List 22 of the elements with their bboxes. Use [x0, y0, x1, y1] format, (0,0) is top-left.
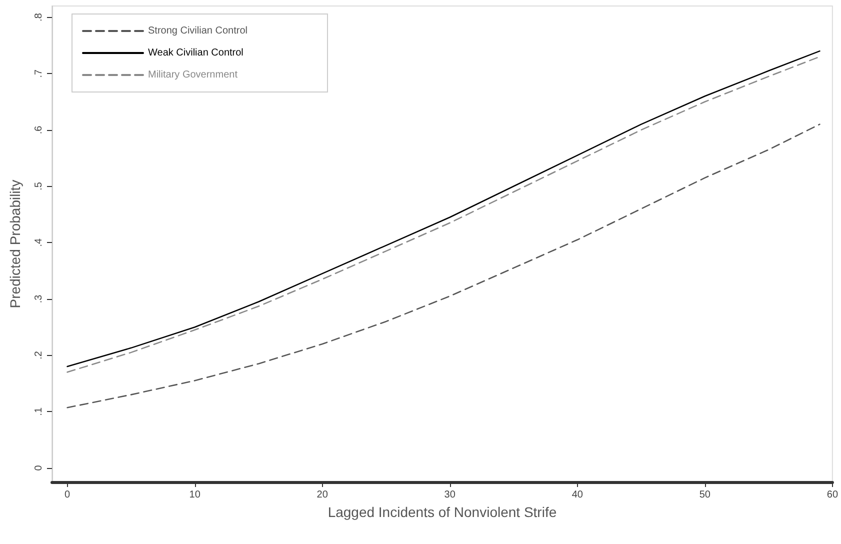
- y-tick-label: .7: [34, 68, 44, 78]
- x-axis-title: Lagged Incidents of Nonviolent Strife: [328, 504, 557, 520]
- y-tick-label: 0: [34, 464, 44, 471]
- x-tick-label: 10: [189, 490, 201, 500]
- y-tick-label: .8: [34, 12, 44, 22]
- y-axis-title: Predicted Probability: [7, 180, 23, 308]
- x-tick-label: 40: [572, 490, 584, 500]
- x-tick-label: 30: [444, 490, 456, 500]
- x-tick-label: 0: [64, 490, 71, 500]
- text: Weak Civilian Control: [148, 48, 244, 58]
- y-tick-label: .5: [34, 182, 44, 190]
- x-tick-label: 20: [316, 490, 328, 500]
- x-tick-label: 50: [699, 490, 711, 500]
- text: Military Government: [148, 70, 238, 80]
- y-tick-label: .3: [34, 294, 44, 304]
- y-tick-label: .2: [34, 350, 44, 360]
- text: Strong Civilian Control: [148, 26, 248, 36]
- y-tick-label: .6: [34, 125, 44, 134]
- y-tick-label: .4: [34, 238, 44, 247]
- y-tick-label: .1: [34, 406, 44, 416]
- line-series: [66, 124, 820, 408]
- x-tick-label: 60: [826, 490, 838, 500]
